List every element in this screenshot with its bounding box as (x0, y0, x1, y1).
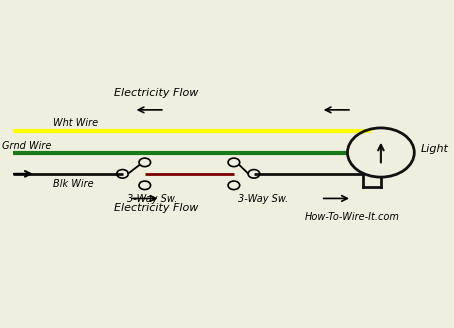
Text: 3-Way Sw.: 3-Way Sw. (238, 194, 289, 203)
Text: 3-Way Sw.: 3-Way Sw. (127, 194, 178, 203)
Text: How-To-Wire-It.com: How-To-Wire-It.com (305, 212, 400, 221)
Text: Wht Wire: Wht Wire (54, 118, 99, 128)
Text: Light: Light (421, 144, 449, 154)
Text: Blk Wire: Blk Wire (54, 179, 94, 189)
Text: Electricity Flow: Electricity Flow (114, 89, 198, 98)
Text: Electricity Flow: Electricity Flow (114, 203, 198, 213)
Text: Grnd Wire: Grnd Wire (2, 141, 52, 151)
